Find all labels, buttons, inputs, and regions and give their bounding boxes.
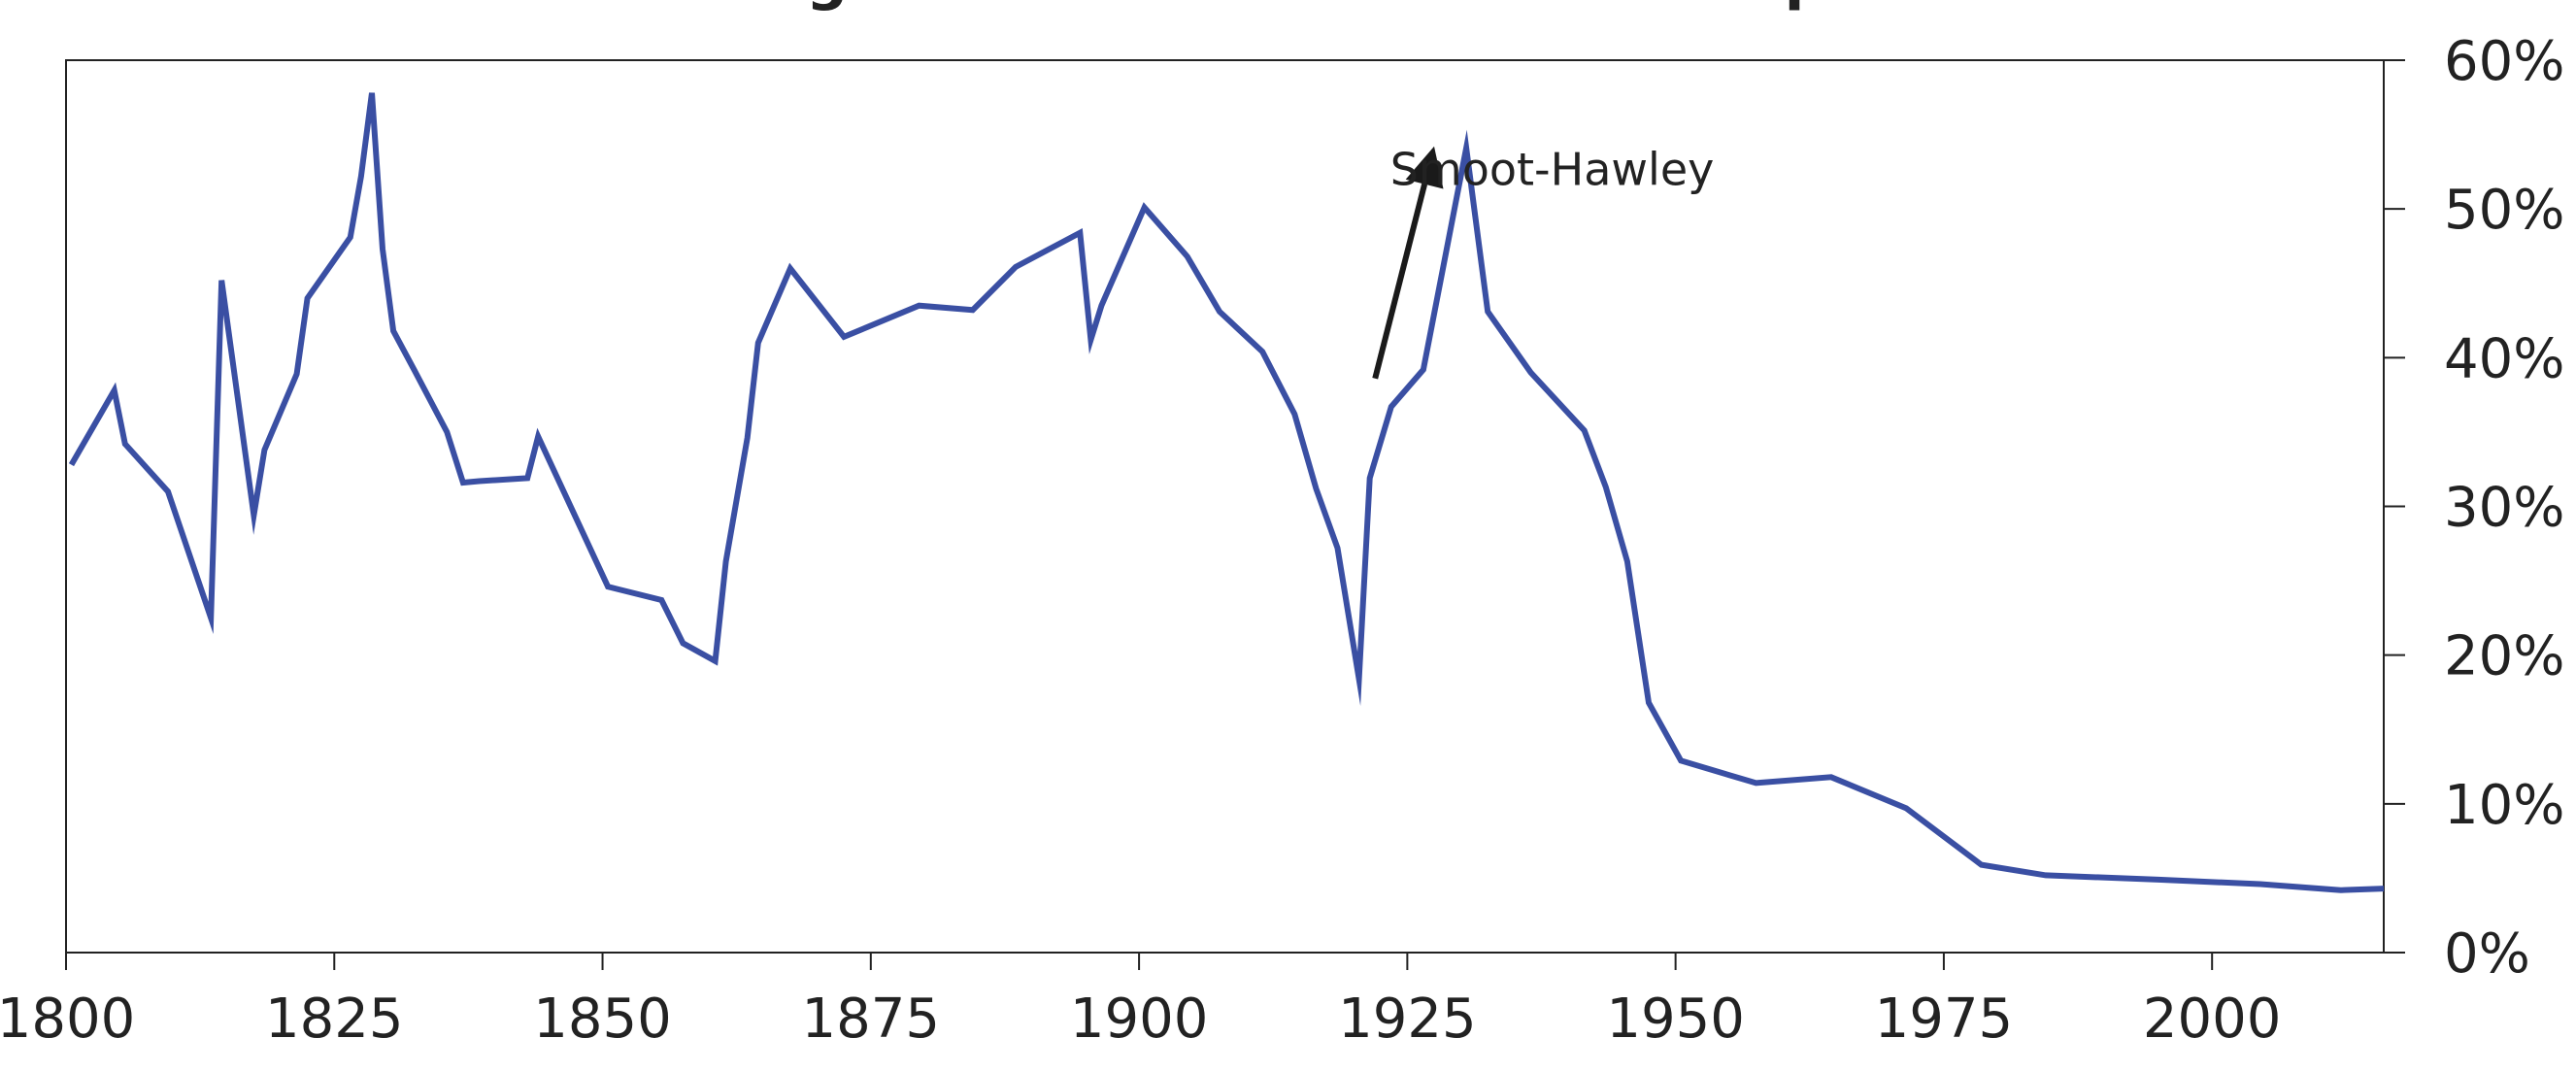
annotation-label: Smoot-Hawley (1390, 144, 1715, 196)
y-tick-label: 40% (2444, 327, 2564, 390)
plot-frame (65, 59, 2385, 954)
y-tick-label: 0% (2444, 922, 2530, 986)
y-tick-label: 20% (2444, 625, 2564, 688)
x-tick-label: 1925 (1338, 988, 1477, 1051)
series-layer (68, 92, 2385, 893)
annotation-layer: Smoot-Hawley (1372, 144, 1715, 380)
tariff-rate-line (68, 92, 2385, 893)
annotation-arrowhead (1405, 146, 1444, 189)
y-tick-label: 30% (2444, 477, 2564, 540)
x-tick-label: 1825 (265, 988, 404, 1051)
chart-title: Average Tariff Rates on Dutiable Imports (618, 0, 1957, 13)
y-tick-label: 60% (2444, 30, 2564, 93)
x-tick-label: 1975 (1875, 988, 2014, 1051)
x-tick-label: 1800 (0, 988, 135, 1051)
x-tick-label: 1900 (1070, 988, 1209, 1051)
annotation-arrow-shaft (1372, 183, 1428, 380)
x-tick-label: 1875 (802, 988, 941, 1051)
y-axis-ticks: 0% 10% 20% 30% 40% 50% 60% (2384, 30, 2564, 986)
x-tick-label: 2000 (2143, 988, 2282, 1051)
x-axis-ticks: 1800 1825 1850 1875 1900 1925 1950 1975 2000 (0, 953, 2281, 1051)
y-tick-label: 50% (2444, 179, 2564, 242)
x-tick-label: 1950 (1606, 988, 1745, 1051)
x-tick-label: 1850 (533, 988, 672, 1051)
y-tick-label: 10% (2444, 774, 2564, 837)
